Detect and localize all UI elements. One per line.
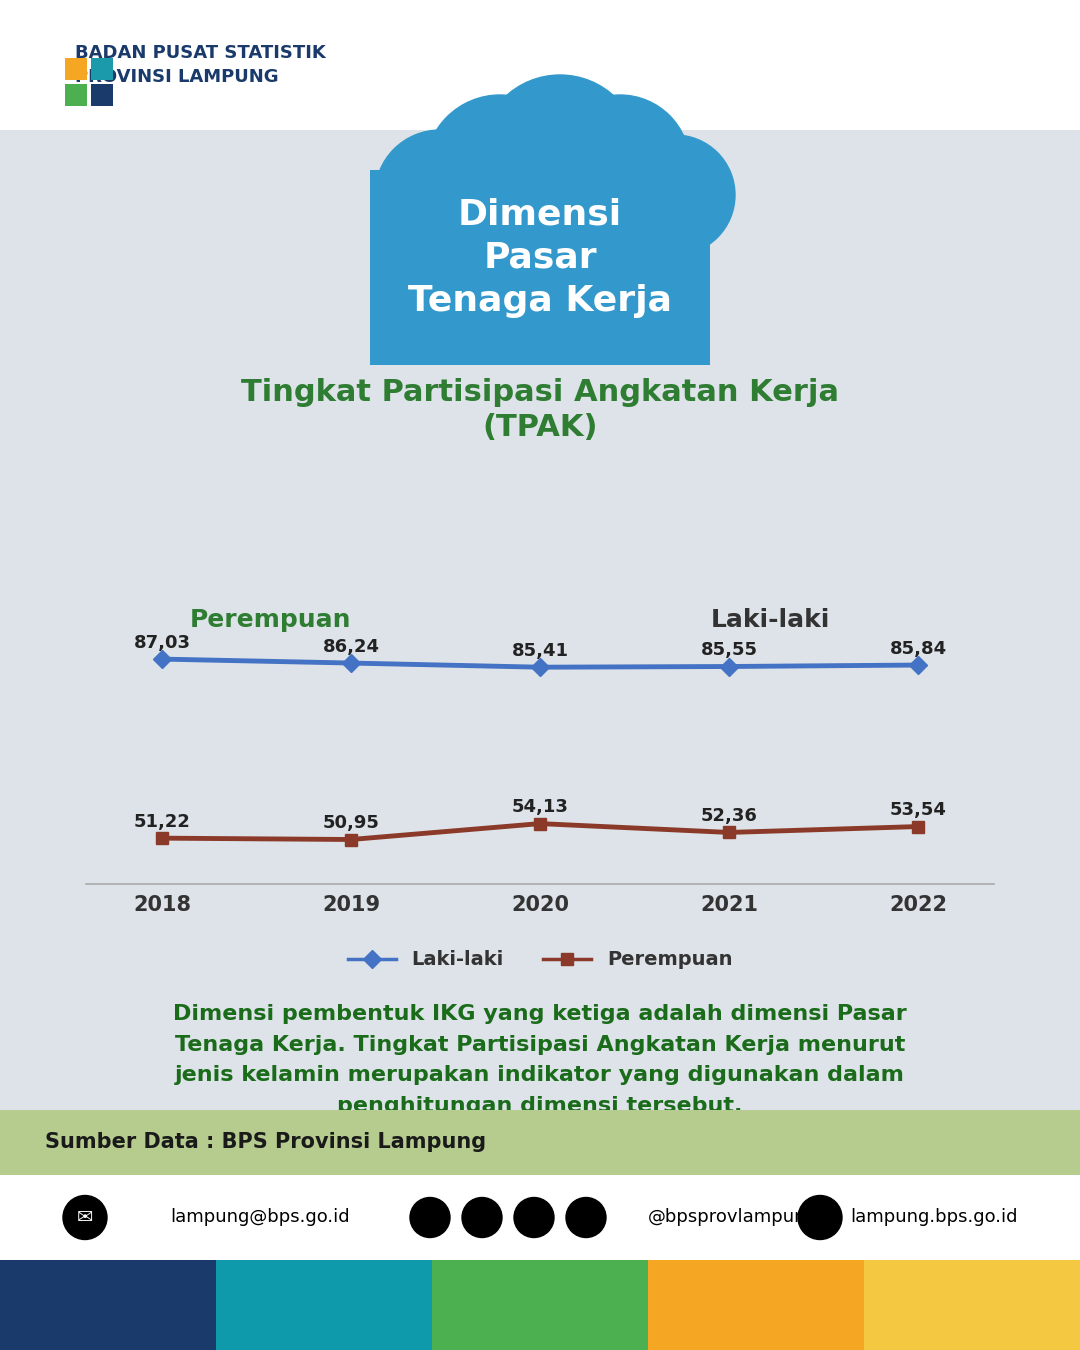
- FancyBboxPatch shape: [91, 58, 113, 80]
- FancyBboxPatch shape: [91, 84, 113, 107]
- Text: 85,55: 85,55: [701, 641, 757, 659]
- Text: 54,13: 54,13: [512, 798, 568, 817]
- Circle shape: [615, 135, 735, 255]
- Text: 53,54: 53,54: [890, 801, 946, 819]
- FancyBboxPatch shape: [0, 0, 1080, 130]
- Text: 50,95: 50,95: [323, 814, 379, 832]
- Text: 85,84: 85,84: [890, 640, 946, 657]
- Text: Tingkat Partisipasi Angkatan Kerja
(TPAK): Tingkat Partisipasi Angkatan Kerja (TPAK…: [241, 378, 839, 443]
- Circle shape: [480, 76, 640, 235]
- Text: Sumber Data : BPS Provinsi Lampung: Sumber Data : BPS Provinsi Lampung: [45, 1133, 486, 1153]
- Circle shape: [514, 1197, 554, 1238]
- Circle shape: [798, 1196, 842, 1239]
- Text: Perempuan: Perempuan: [189, 608, 351, 632]
- Text: ✉: ✉: [77, 1208, 93, 1227]
- FancyBboxPatch shape: [0, 1110, 1080, 1174]
- Text: 51,22: 51,22: [134, 813, 190, 830]
- Text: lampung@bps.go.id: lampung@bps.go.id: [170, 1208, 350, 1227]
- Legend: Laki-laki, Perempuan: Laki-laki, Perempuan: [340, 942, 740, 977]
- FancyBboxPatch shape: [65, 84, 87, 107]
- Circle shape: [462, 1197, 502, 1238]
- Circle shape: [426, 95, 575, 244]
- FancyBboxPatch shape: [370, 170, 710, 364]
- FancyBboxPatch shape: [0, 1174, 1080, 1260]
- Text: 85,41: 85,41: [512, 641, 568, 660]
- Text: @bpsprovlampung: @bpsprovlampung: [648, 1208, 818, 1227]
- FancyBboxPatch shape: [432, 1260, 648, 1350]
- FancyBboxPatch shape: [216, 1260, 432, 1350]
- Text: BADAN PUSAT STATISTIK
PROVINSI LAMPUNG: BADAN PUSAT STATISTIK PROVINSI LAMPUNG: [75, 45, 325, 86]
- Circle shape: [410, 1197, 450, 1238]
- Text: 52,36: 52,36: [701, 807, 757, 825]
- FancyBboxPatch shape: [864, 1260, 1080, 1350]
- Circle shape: [63, 1196, 107, 1239]
- Text: Dimensi
Pasar
Tenaga Kerja: Dimensi Pasar Tenaga Kerja: [408, 197, 672, 319]
- Circle shape: [375, 130, 505, 261]
- Text: 86,24: 86,24: [323, 637, 379, 656]
- Text: 87,03: 87,03: [134, 633, 190, 652]
- FancyBboxPatch shape: [65, 58, 87, 80]
- FancyBboxPatch shape: [648, 1260, 864, 1350]
- FancyBboxPatch shape: [0, 1260, 216, 1350]
- Text: Laki-laki: Laki-laki: [711, 608, 829, 632]
- Circle shape: [550, 95, 690, 235]
- Text: lampung.bps.go.id: lampung.bps.go.id: [850, 1208, 1017, 1227]
- Text: Dimensi pembentuk IKG yang ketiga adalah dimensi Pasar
Tenaga Kerja. Tingkat Par: Dimensi pembentuk IKG yang ketiga adalah…: [173, 1004, 907, 1115]
- Circle shape: [566, 1197, 606, 1238]
